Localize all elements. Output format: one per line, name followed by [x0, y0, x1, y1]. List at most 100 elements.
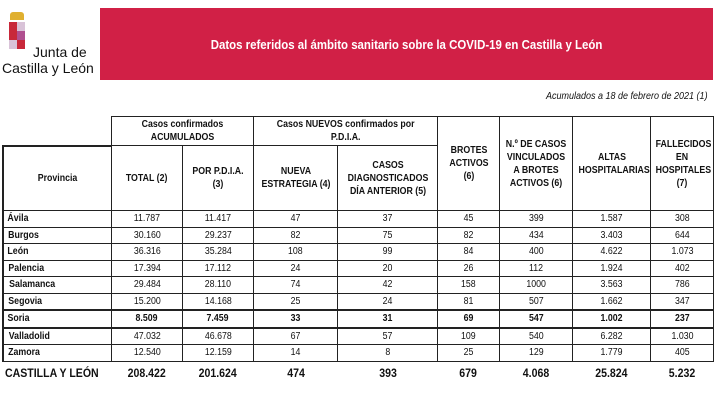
cell-provincia: Burgos [1, 226, 112, 244]
date-note: Acumulados a 18 de febrero de 2021 (1) [546, 91, 708, 102]
cell-provincia: Salamanca [1, 276, 112, 294]
table-row: Segovia 15.200 14.168 25 24 81 507 1.662 347 [1, 292, 714, 311]
junta-logo: Junta de Castilla y León [2, 8, 98, 83]
cell-total: 11.787 [110, 210, 183, 228]
cell-diagnosticados: 42 [337, 276, 439, 294]
cell-casos-vinculados: 434 [498, 226, 574, 244]
cell-brotes: 82 [437, 226, 500, 244]
cell-fallecidos: 1.073 [650, 243, 714, 261]
header-casos-vinculados: N.º DE CASOS VINCULADOS A BROTES ACTIVOS… [498, 116, 574, 211]
cell-por-pdia: 17.112 [181, 259, 254, 277]
cell-altas: 3.563 [572, 276, 652, 294]
header-total: TOTAL (2) [110, 145, 183, 211]
cell-brotes: 45 [437, 210, 500, 228]
total-row: CASTILLA Y LEÓN 208.422 201.624 474 393 679 4.… [3, 361, 714, 384]
cell-por-pdia: 14.168 [181, 292, 254, 311]
cell-nueva-estrategia: 14 [252, 344, 339, 362]
cell-fallecidos: 237 [650, 309, 714, 329]
cell-casos-vinculados: 540 [498, 327, 574, 345]
cell-fallecidos: 405 [650, 344, 714, 362]
cell-total: 29.484 [110, 276, 183, 294]
cell-casos-vinculados: 1000 [498, 276, 574, 294]
cell-nueva-estrategia: 74 [252, 276, 339, 294]
cell-nueva-estrategia: 67 [252, 327, 339, 345]
cell-diagnosticados: 37 [337, 210, 439, 228]
cell-fallecidos: 644 [650, 226, 714, 244]
cell-fallecidos: 1.030 [650, 327, 714, 345]
cell-por-pdia: 29.237 [181, 226, 254, 244]
cell-altas: 3.403 [572, 226, 652, 244]
cell-diagnosticados: 99 [337, 243, 439, 261]
table-row: Soria 8.509 7.459 33 31 69 547 1.002 237 [1, 309, 714, 329]
cell-total: 17.394 [110, 259, 183, 277]
header-acumulados: Casos confirmados ACUMULADOS [110, 116, 254, 146]
total-brotes: 679 [459, 365, 478, 380]
table-row: Palencia 17.394 17.112 24 20 26 112 1.924 402 [1, 259, 714, 277]
cell-nueva-estrategia: 108 [252, 243, 339, 261]
table-row: León 36.316 35.284 108 99 84 400 4.622 1.073 [1, 243, 714, 261]
crown-icon [10, 12, 24, 20]
cell-provincia: Palencia [1, 259, 112, 277]
cell-casos-vinculados: 547 [498, 309, 574, 329]
cell-diagnosticados: 20 [337, 259, 439, 277]
total-nueva-estrategia: 474 [286, 365, 305, 380]
cell-provincia: Ávila [1, 210, 112, 228]
total-por-pdia: 201.624 [198, 365, 238, 380]
header-brotes: BROTES ACTIVOS (6) [437, 116, 500, 211]
cell-altas: 1.002 [572, 309, 652, 329]
header-altas: ALTAS HOSPITALARIAS [572, 116, 652, 211]
cell-fallecidos: 347 [650, 292, 714, 311]
cell-casos-vinculados: 399 [498, 210, 574, 228]
table-row: Ávila 11.787 11.417 47 37 45 399 1.587 308 [1, 210, 714, 228]
cell-diagnosticados: 24 [337, 292, 439, 311]
cell-nueva-estrategia: 33 [252, 309, 339, 329]
cell-altas: 4.622 [572, 243, 652, 261]
cell-total: 8.509 [110, 309, 183, 329]
cell-por-pdia: 7.459 [181, 309, 254, 329]
title-banner: Datos referidos al ámbito sanitario sobr… [100, 8, 713, 80]
cell-diagnosticados: 57 [337, 327, 439, 345]
cell-total: 36.316 [110, 243, 183, 261]
cell-brotes: 25 [437, 344, 500, 362]
total-total: 208.422 [127, 365, 167, 380]
header-nueva-estrategia: NUEVA ESTRATEGIA (4) [252, 145, 339, 211]
page-title: Datos referidos al ámbito sanitario sobr… [210, 36, 603, 52]
cell-fallecidos: 402 [650, 259, 714, 277]
cell-por-pdia: 35.284 [181, 243, 254, 261]
cell-nueva-estrategia: 24 [252, 259, 339, 277]
cell-provincia: Valladolid [1, 327, 112, 345]
cell-altas: 6.282 [572, 327, 652, 345]
cell-provincia: Soria [1, 309, 112, 329]
cell-total: 30.160 [110, 226, 183, 244]
total-provincia: CASTILLA Y LEÓN [5, 365, 99, 380]
header-nuevos: Casos NUEVOS confirmados por P.D.I.A. [252, 116, 439, 146]
cell-altas: 1.587 [572, 210, 652, 228]
cell-nueva-estrategia: 47 [252, 210, 339, 228]
total-fallecidos: 5.232 [668, 365, 696, 380]
cell-por-pdia: 28.110 [181, 276, 254, 294]
cell-brotes: 158 [437, 276, 500, 294]
cell-brotes: 81 [437, 292, 500, 311]
cell-brotes: 84 [437, 243, 500, 261]
cell-casos-vinculados: 507 [498, 292, 574, 311]
cell-fallecidos: 308 [650, 210, 714, 228]
cell-nueva-estrategia: 82 [252, 226, 339, 244]
cell-total: 12.540 [110, 344, 183, 362]
header-diagnosticados: CASOS DIAGNOSTICADOS DÍA ANTERIOR (5) [337, 145, 439, 211]
coat-of-arms-icon [9, 22, 25, 58]
header-por-pdia: POR P.D.I.A. (3) [181, 145, 254, 211]
cell-casos-vinculados: 129 [498, 344, 574, 362]
logo-line2: Castilla y León [2, 60, 94, 76]
covid-data-table: Casos confirmados ACUMULADOS Casos NUEVO… [1, 116, 714, 384]
total-casos-vinculados: 4.068 [522, 365, 550, 380]
header-fallecidos: FALLECIDOS EN HOSPITALES (7) [650, 116, 714, 211]
logo-line1: Junta de [33, 44, 87, 60]
table-row: Salamanca 29.484 28.110 74 42 158 1000 3.563 786 [1, 276, 714, 294]
cell-provincia: Segovia [1, 292, 112, 311]
table-row: Valladolid 47.032 46.678 67 57 109 540 6.282 1.0… [1, 327, 714, 345]
cell-por-pdia: 46.678 [181, 327, 254, 345]
cell-nueva-estrategia: 25 [252, 292, 339, 311]
cell-diagnosticados: 75 [337, 226, 439, 244]
cell-diagnosticados: 8 [337, 344, 439, 362]
cell-altas: 1.924 [572, 259, 652, 277]
